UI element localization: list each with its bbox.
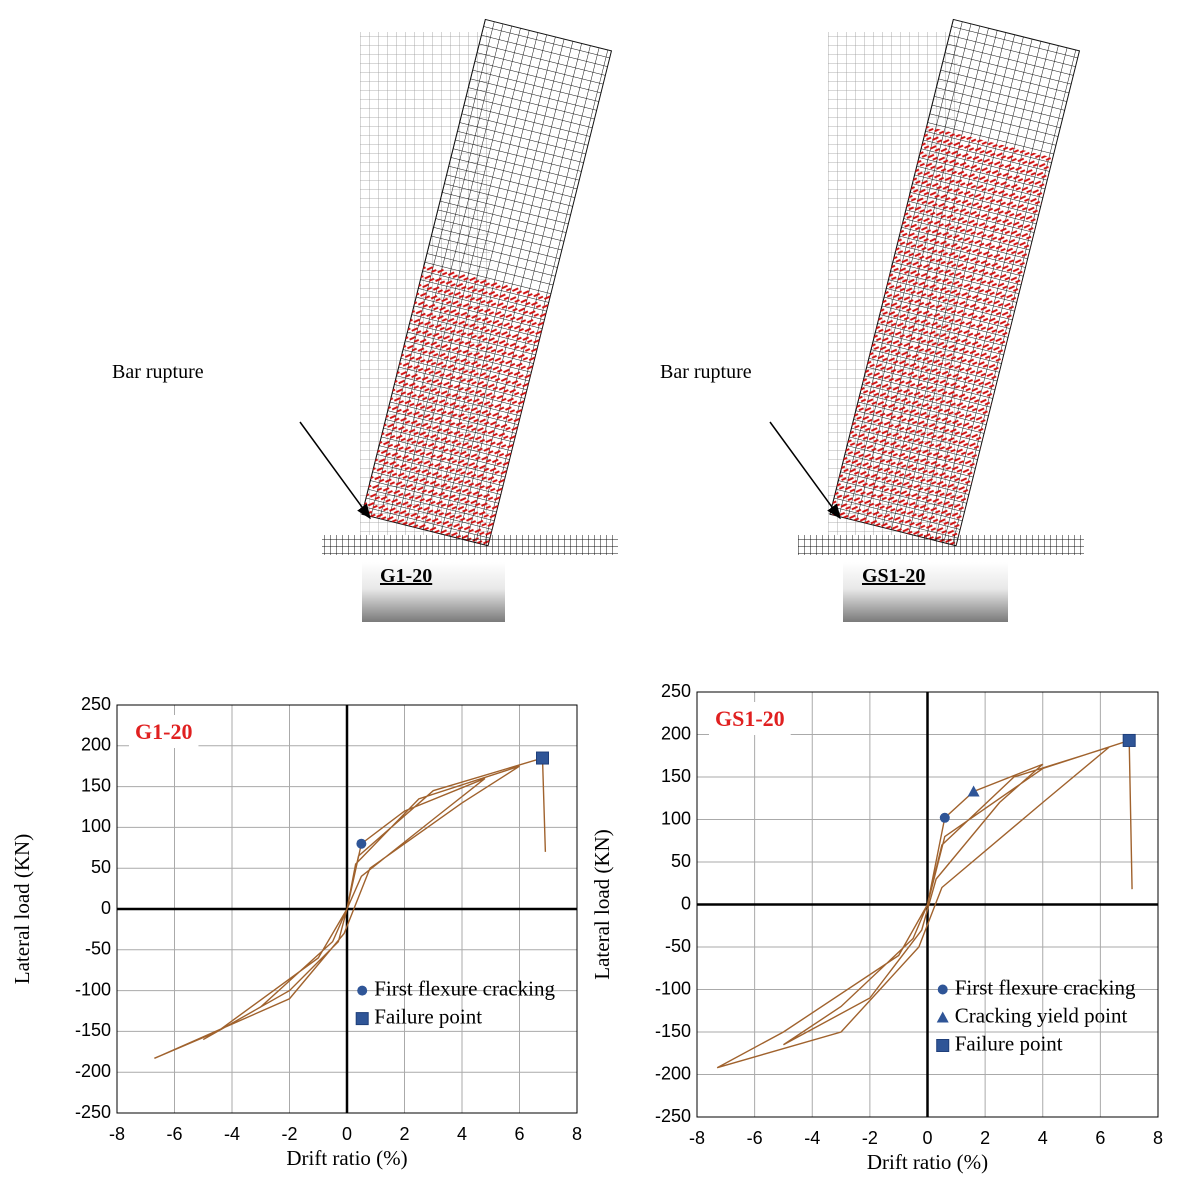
x-axis-label: Drift ratio (%) — [867, 1150, 988, 1174]
y-tick-label: -100 — [655, 978, 691, 998]
marker — [537, 752, 549, 764]
legend-label: First flexure cracking — [374, 976, 555, 1000]
x-tick-label: 0 — [922, 1128, 932, 1148]
figure-label: G1-20 — [380, 565, 432, 587]
x-tick-label: -6 — [747, 1128, 763, 1148]
x-axis-label: Drift ratio (%) — [286, 1146, 407, 1170]
marker — [356, 1013, 368, 1025]
figure: Bar rupture G1-20 Bar rupture GS1-20 -8-… — [0, 0, 1194, 1189]
y-tick-label: 150 — [81, 775, 111, 795]
x-tick-label: 8 — [572, 1124, 582, 1144]
y-tick-label: 200 — [81, 735, 111, 755]
x-tick-label: -8 — [109, 1124, 125, 1144]
marker — [1123, 734, 1135, 746]
y-tick-label: 0 — [101, 898, 111, 918]
y-tick-label: 250 — [661, 681, 691, 701]
y-tick-label: 0 — [681, 893, 691, 913]
y-tick-label: 250 — [81, 694, 111, 714]
marker — [937, 1040, 949, 1052]
x-tick-label: 6 — [1095, 1128, 1105, 1148]
y-tick-label: -50 — [665, 936, 691, 956]
x-tick-label: -4 — [224, 1124, 240, 1144]
y-tick-label: -50 — [85, 939, 111, 959]
y-tick-label: 50 — [671, 851, 691, 871]
y-tick-label: -250 — [655, 1106, 691, 1126]
x-tick-label: 8 — [1153, 1128, 1163, 1148]
x-tick-label: 0 — [342, 1124, 352, 1144]
x-tick-label: 4 — [1038, 1128, 1048, 1148]
y-tick-label: -100 — [75, 979, 111, 999]
mesh-figure — [770, 19, 1084, 622]
chart-title: G1-20 — [135, 719, 192, 744]
marker — [357, 986, 367, 996]
x-tick-label: -2 — [862, 1128, 878, 1148]
x-tick-label: 6 — [514, 1124, 524, 1144]
legend-label: Cracking yield point — [955, 1003, 1128, 1027]
x-tick-label: -2 — [281, 1124, 297, 1144]
legend-label: First flexure cracking — [955, 975, 1136, 999]
legend-label: Failure point — [955, 1031, 1063, 1055]
y-tick-label: 100 — [661, 808, 691, 828]
marker — [938, 985, 948, 995]
marker — [356, 839, 366, 849]
marker — [940, 813, 950, 823]
y-tick-label: 50 — [91, 857, 111, 877]
x-tick-label: 4 — [457, 1124, 467, 1144]
y-tick-label: -150 — [655, 1021, 691, 1041]
legend-label: Failure point — [374, 1004, 482, 1028]
annotation: Bar rupture — [660, 361, 752, 383]
x-tick-label: 2 — [399, 1124, 409, 1144]
mesh-figure — [300, 19, 618, 622]
x-tick-label: 2 — [980, 1128, 990, 1148]
y-tick-label: -200 — [75, 1061, 111, 1081]
y-tick-label: 150 — [661, 766, 691, 786]
chart-title: GS1-20 — [715, 706, 785, 731]
y-tick-label: 100 — [81, 816, 111, 836]
x-tick-label: -4 — [804, 1128, 820, 1148]
y-axis-label: Lateral load (KN) — [590, 829, 614, 979]
annotation: Bar rupture — [112, 361, 204, 383]
figure-label: GS1-20 — [862, 565, 925, 587]
y-axis-label: Lateral load (KN) — [10, 834, 34, 984]
y-tick-label: 200 — [661, 723, 691, 743]
x-tick-label: -6 — [166, 1124, 182, 1144]
y-tick-label: -200 — [655, 1063, 691, 1083]
page: {"figures": [{"annotation": "Bar rupture… — [0, 0, 1194, 1189]
y-tick-label: -150 — [75, 1020, 111, 1040]
x-tick-label: -8 — [689, 1128, 705, 1148]
y-tick-label: -250 — [75, 1102, 111, 1122]
